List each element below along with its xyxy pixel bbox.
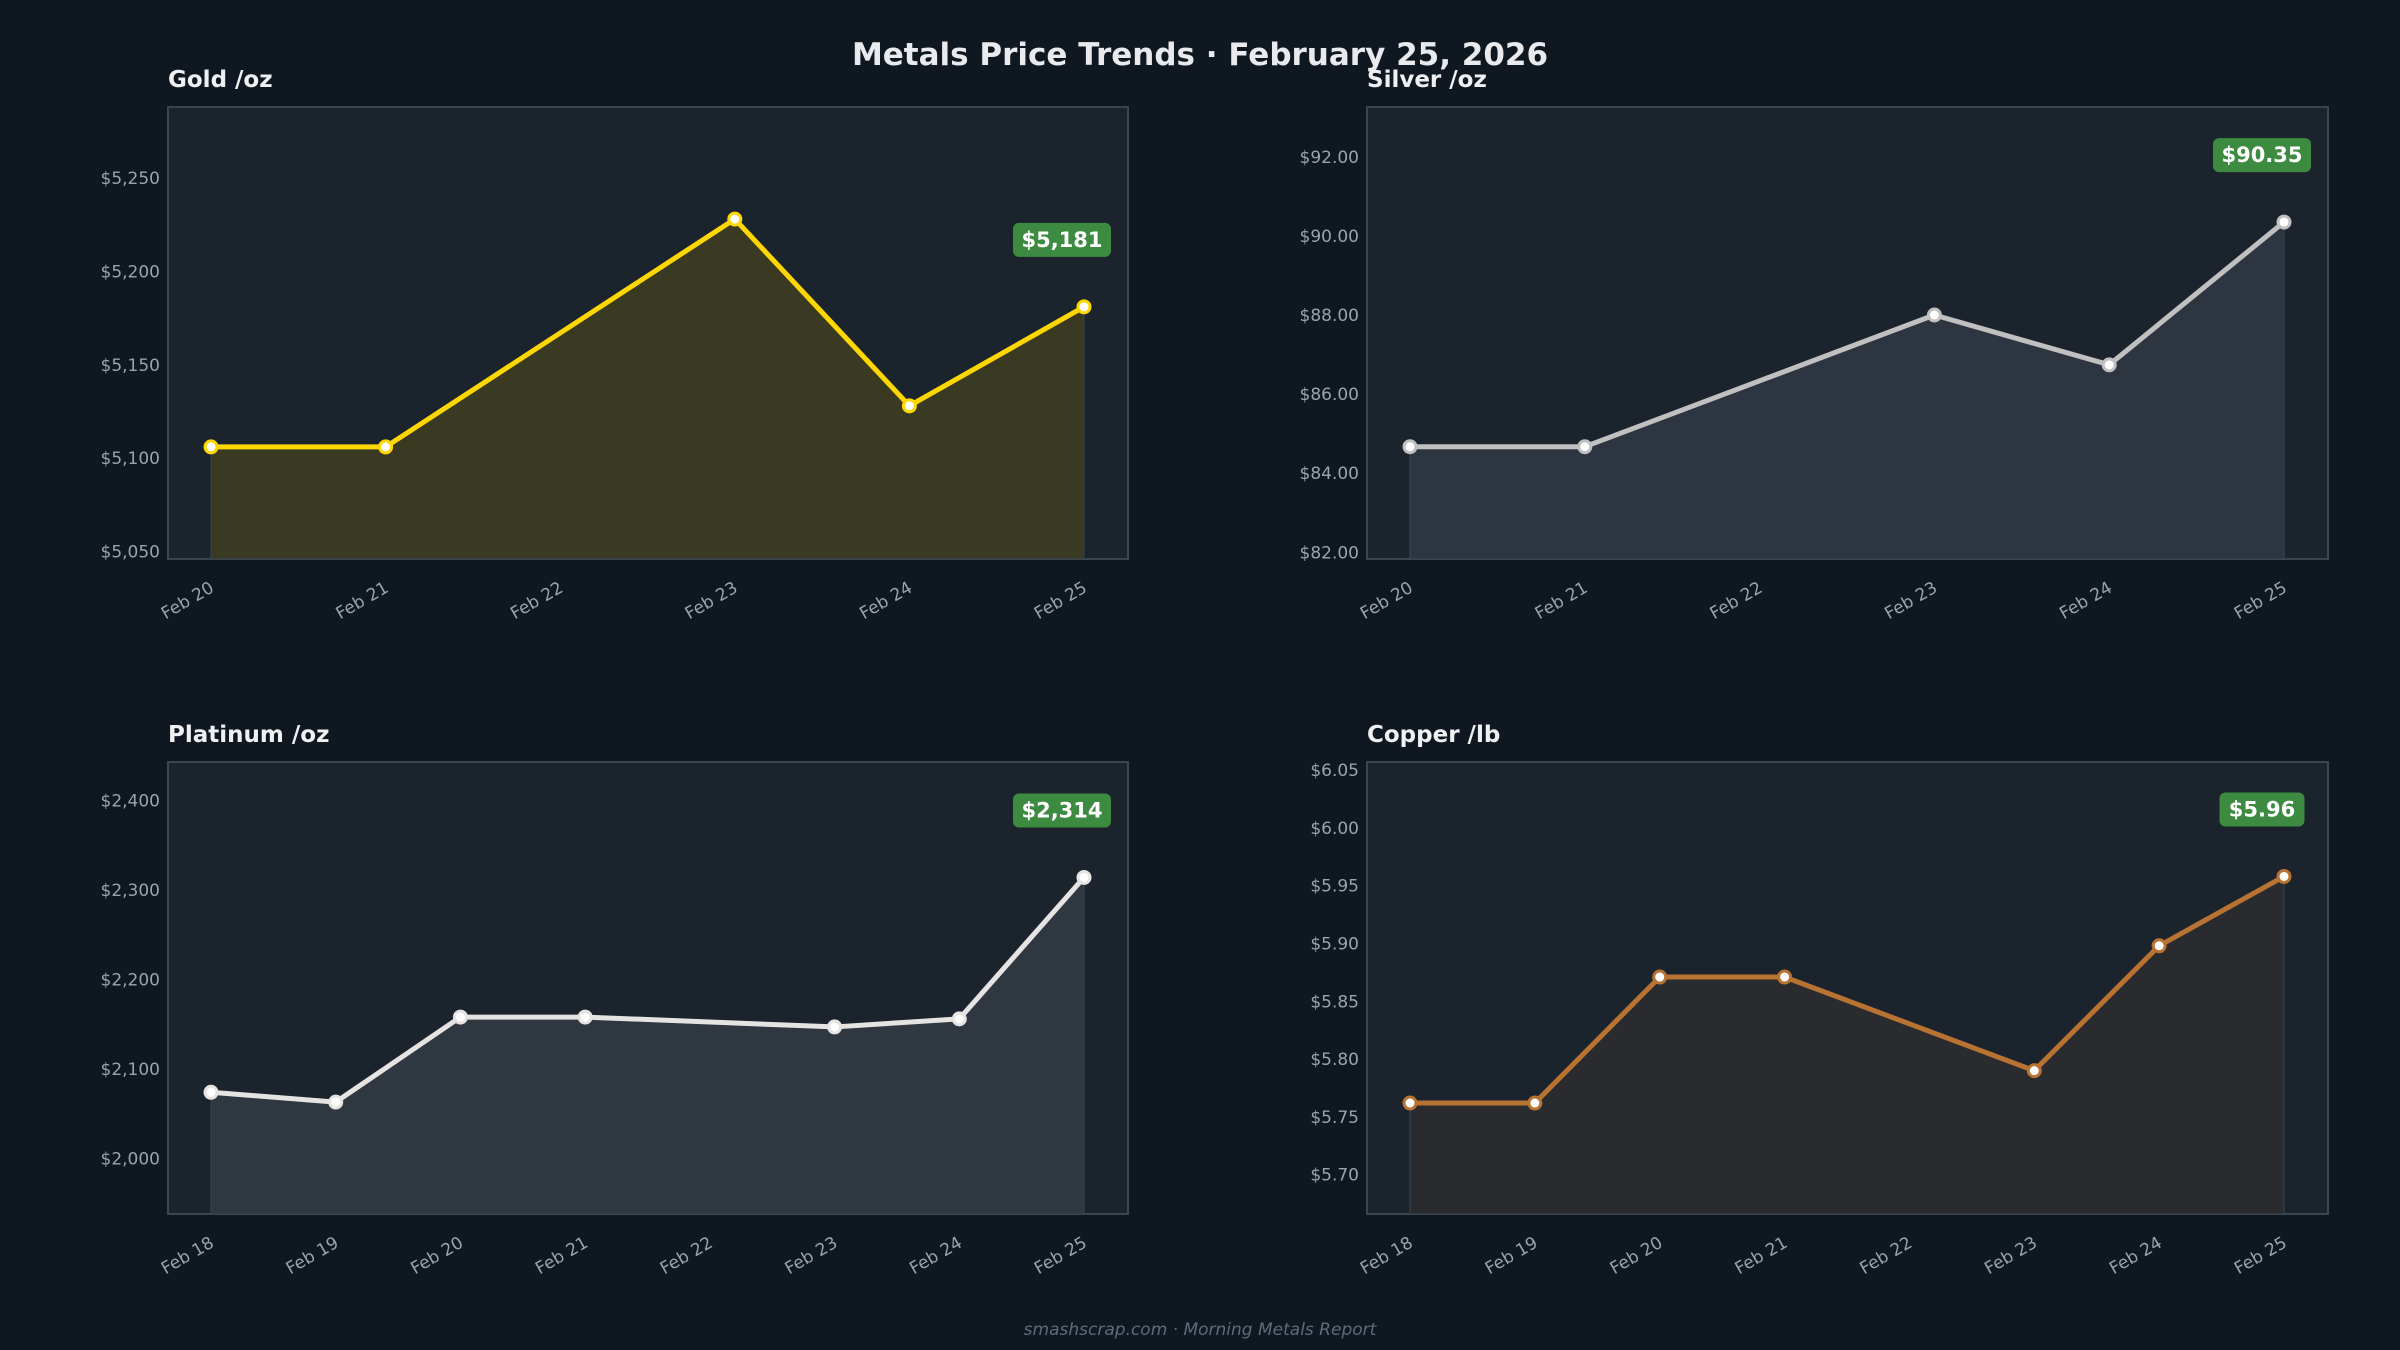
- silver-data-point: [2276, 214, 2292, 230]
- platinum-data-point: [577, 1009, 593, 1025]
- copper-y-tick-label: $5.80: [1310, 1050, 1359, 1070]
- footer-credit: smashscrap.com · Morning Metals Report: [1024, 1320, 1378, 1340]
- copper-chart: Copper /lb $5.70 $5.75 $5.80 $5.85 $5.90 $5.9…: [1310, 722, 2329, 1279]
- silver-data-point: [1402, 439, 1418, 455]
- silver-y-tick-label: $92.00: [1300, 148, 1359, 168]
- platinum-chart-title: Platinum /oz: [168, 722, 329, 748]
- silver-data-point: [1926, 307, 1942, 323]
- copper-y-tick-label: $6.00: [1310, 819, 1359, 839]
- silver-latest-price-badge: [2213, 138, 2311, 173]
- silver-y-tick-label: $90.00: [1300, 227, 1359, 247]
- platinum-data-point: [452, 1009, 468, 1025]
- copper-chart-title: Copper /lb: [1367, 722, 1500, 748]
- gold-data-point: [727, 211, 743, 227]
- platinum-y-tick-label: $2,300: [101, 881, 160, 901]
- silver-data-point: [1577, 439, 1593, 455]
- silver-chart: Silver /oz $82.00 $84.00 $86.00 $88.00 $90.0…: [1300, 67, 2329, 624]
- copper-y-tick-label: $5.70: [1310, 1166, 1359, 1186]
- gold-latest-price-label: $5,181: [1021, 228, 1102, 252]
- copper-data-point: [1652, 969, 1668, 985]
- platinum-data-point: [1076, 869, 1092, 885]
- platinum-data-point: [951, 1011, 967, 1027]
- gold-y-tick-label: $5,100: [101, 449, 160, 469]
- copper-y-tick-label: $5.75: [1310, 1108, 1359, 1128]
- platinum-chart: Platinum /oz $2,000 $2,100 $2,200 $2,300 $2,…: [101, 722, 1129, 1279]
- gold-data-point: [378, 439, 394, 455]
- platinum-y-tick-label: $2,100: [101, 1060, 160, 1080]
- copper-data-point: [2026, 1063, 2042, 1079]
- platinum-data-point: [328, 1094, 344, 1110]
- platinum-latest-price-badge: [1013, 793, 1111, 828]
- copper-data-point: [1777, 969, 1793, 985]
- platinum-data-point: [203, 1084, 219, 1100]
- copper-data-point: [1527, 1095, 1543, 1111]
- page-title: Metals Price Trends · February 25, 2026: [852, 37, 1548, 73]
- silver-data-point: [2101, 357, 2117, 373]
- silver-y-tick-label: $88.00: [1300, 306, 1359, 326]
- silver-chart-title: Silver /oz: [1367, 67, 1487, 93]
- platinum-y-tick-label: $2,400: [101, 791, 160, 811]
- copper-y-tick-label: $6.05: [1310, 761, 1359, 781]
- silver-y-tick-label: $84.00: [1300, 464, 1359, 484]
- platinum-data-point: [827, 1019, 843, 1035]
- copper-y-tick-label: $5.90: [1310, 934, 1359, 954]
- platinum-latest-price-label: $2,314: [1021, 798, 1102, 822]
- gold-y-tick-label: $5,050: [101, 543, 160, 563]
- gold-data-point: [1076, 299, 1092, 315]
- gold-y-tick-label: $5,200: [101, 262, 160, 282]
- copper-data-point: [2151, 938, 2167, 954]
- platinum-y-tick-label: $2,000: [101, 1150, 160, 1170]
- copper-data-point: [1402, 1095, 1418, 1111]
- gold-y-tick-label: $5,250: [101, 169, 160, 189]
- copper-latest-price-label: $5.96: [2229, 797, 2295, 821]
- silver-y-tick-label: $86.00: [1300, 385, 1359, 405]
- gold-chart: Gold /oz $5,050$5,100$5,150$5,200$5,250F…: [101, 67, 1129, 624]
- platinum-y-tick-label: $2,200: [101, 970, 160, 990]
- gold-y-tick-label: $5,150: [101, 356, 160, 376]
- gold-latest-price-badge: [1013, 222, 1111, 257]
- gold-data-point: [203, 439, 219, 455]
- gold-data-point: [901, 398, 917, 414]
- silver-latest-price-label: $90.35: [2221, 143, 2302, 167]
- copper-data-point: [2276, 868, 2292, 884]
- silver-y-tick-label: $82.00: [1300, 543, 1359, 563]
- gold-chart-title: Gold /oz: [168, 67, 273, 93]
- copper-latest-price-badge: [2219, 792, 2305, 827]
- copper-y-tick-label: $5.95: [1310, 877, 1359, 897]
- copper-y-tick-label: $5.85: [1310, 992, 1359, 1012]
